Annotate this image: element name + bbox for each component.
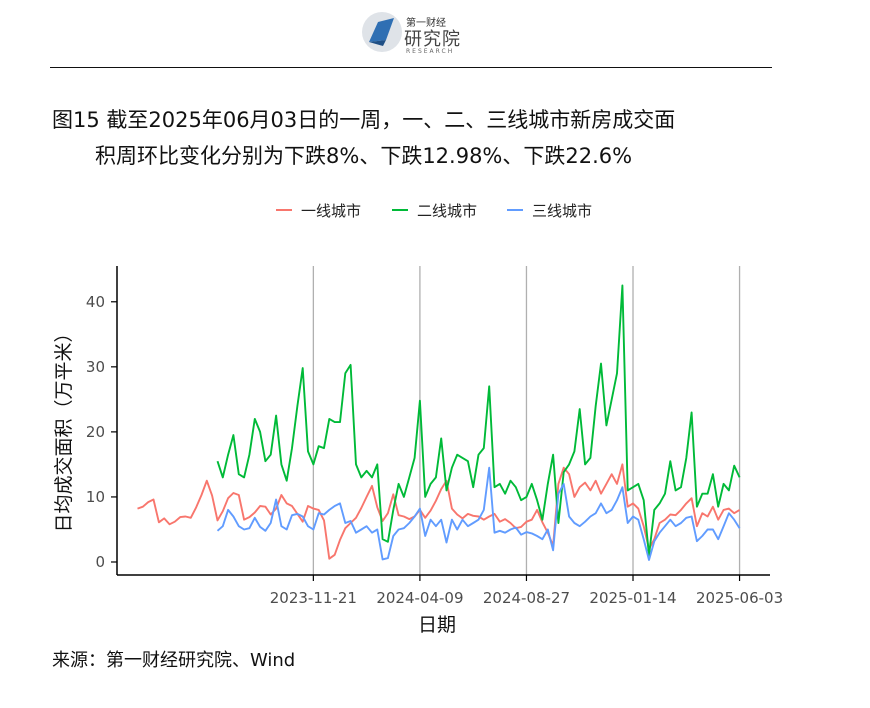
- logo-top-text: 第一财经: [406, 18, 446, 29]
- series-line-3: [216, 466, 741, 561]
- logo-main-text: 研究院: [404, 29, 461, 50]
- logo-mark-icon: [362, 12, 402, 52]
- chart-gridlines: [312, 266, 741, 575]
- y-tick-label: 30: [86, 358, 105, 376]
- logo: 第一财经 研究院 RESEARCH: [360, 8, 470, 56]
- x-tick-label: 2024-04-09: [376, 589, 463, 607]
- x-tick-label: 2025-01-14: [589, 589, 676, 607]
- source-note: 来源：第一财经研究院、Wind: [52, 650, 296, 671]
- x-tick-label: 2023-11-21: [270, 589, 357, 607]
- y-tick-label: 0: [95, 553, 105, 571]
- figure-title-line-2: 积周环比变化分别为下跌8%、下跌12.98%、下跌22.6%: [95, 144, 633, 168]
- legend-label-3: 三线城市: [532, 202, 592, 220]
- series-line-1: [137, 463, 741, 560]
- figure-title-line-1: 图15 截至2025年06月03日的一周，一、二、三线城市新房成交面: [52, 108, 676, 132]
- x-axis-title: 日期: [418, 614, 456, 636]
- chart-series: [137, 284, 741, 561]
- y-tick-label: 20: [86, 423, 105, 441]
- legend-label-2: 二线城市: [417, 202, 477, 220]
- series-line-2: [216, 284, 741, 557]
- y-axis-title: 日均成交面积（万平米）: [53, 323, 75, 532]
- header-rule: [50, 67, 772, 68]
- y-tick-label: 10: [86, 488, 105, 506]
- legend-label-1: 一线城市: [301, 202, 361, 220]
- x-tick-label: 2024-08-27: [483, 589, 570, 607]
- chart-axes: 2023-11-21 2024-04-09 2024-08-27 2025-01-14…: [86, 266, 783, 607]
- logo-sub-text: RESEARCH: [406, 48, 455, 55]
- chart-legend: 一线城市 二线城市 三线城市: [276, 202, 592, 220]
- y-tick-label: 40: [86, 293, 105, 311]
- x-tick-label: 2025-06-03: [696, 589, 783, 607]
